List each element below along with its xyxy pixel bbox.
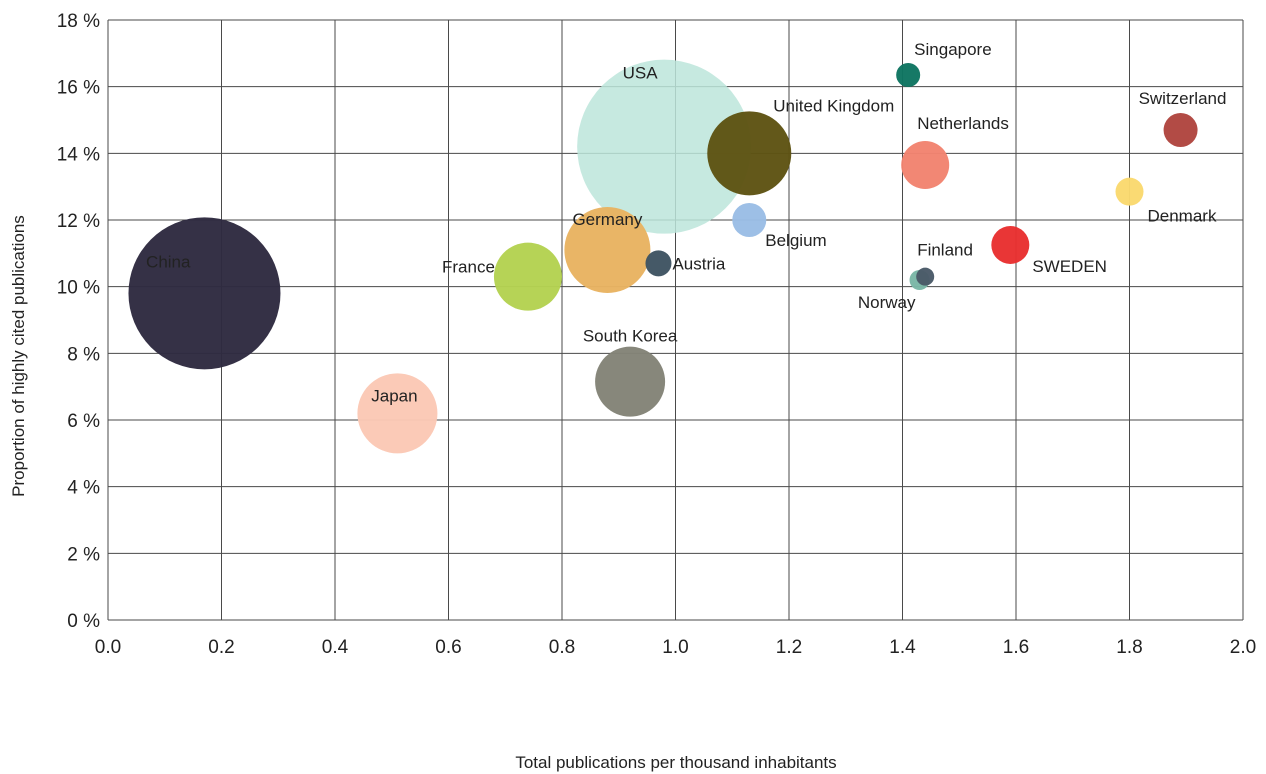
bubble-france[interactable]	[493, 242, 562, 311]
bubble-usa[interactable]	[577, 59, 752, 234]
label-austria: Austria	[672, 254, 725, 273]
x-tick-label: 0.2	[208, 637, 234, 658]
label-finland: Finland	[917, 241, 973, 260]
x-tick-label: 1.4	[889, 637, 916, 658]
x-tick-label: 2.0	[1230, 637, 1256, 658]
x-tick-label: 0.0	[95, 637, 121, 658]
x-tick-label: 0.4	[322, 637, 349, 658]
y-tick-label: 14 %	[57, 144, 100, 165]
bubble-china[interactable]	[128, 217, 281, 370]
bubble-united-kingdom[interactable]	[707, 111, 792, 196]
bubble-south-korea[interactable]	[595, 346, 666, 417]
y-tick-label: 8 %	[67, 344, 100, 365]
y-tick-label: 18 %	[57, 11, 100, 32]
x-tick-label: 1.8	[1116, 637, 1142, 658]
bubbles	[128, 59, 1198, 454]
bubble-labels: China Japan France South Korea Germany USA Aus…	[146, 40, 1226, 405]
label-china: China	[146, 252, 191, 271]
x-tick-label: 0.8	[549, 637, 575, 658]
y-tick-label: 6 %	[67, 411, 100, 432]
label-denmark: Denmark	[1148, 207, 1217, 226]
bubble-germany[interactable]	[564, 207, 651, 293]
y-tick-label: 12 %	[57, 211, 100, 232]
y-tick-label: 2 %	[67, 544, 100, 565]
label-belgium: Belgium	[765, 231, 826, 250]
x-tick-label: 0.6	[435, 637, 461, 658]
label-united-kingdom: United Kingdom	[773, 96, 894, 115]
y-tick-label: 0 %	[67, 611, 100, 632]
label-japan: Japan	[371, 386, 417, 405]
y-tick-label: 16 %	[57, 78, 100, 99]
y-axis-title: Proportion of highly cited publications	[9, 215, 28, 497]
label-norway: Norway	[858, 293, 916, 312]
x-tick-label: 1.0	[662, 637, 688, 658]
x-tick-label: 1.2	[776, 637, 802, 658]
bubble-belgium[interactable]	[732, 203, 767, 237]
x-axis-title: Total publications per thousand inhabita…	[515, 753, 836, 772]
bubble-finland[interactable]	[916, 267, 935, 286]
label-france: France	[442, 258, 495, 277]
label-sweden: SWEDEN	[1032, 257, 1107, 276]
bubble-switzerland[interactable]	[1163, 113, 1198, 147]
bubble-netherlands[interactable]	[901, 141, 950, 189]
x-tick-label: 1.6	[1003, 637, 1029, 658]
bubble-denmark[interactable]	[1115, 177, 1144, 206]
x-axis-ticks: 0.0 0.2 0.4 0.6 0.8 1.0 1.2 1.4 1.6 1.8 2.0	[95, 637, 1256, 658]
bubble-sweden[interactable]	[991, 226, 1030, 264]
y-tick-label: 4 %	[67, 478, 100, 499]
label-switzerland: Switzerland	[1139, 89, 1227, 108]
label-usa: USA	[623, 64, 659, 83]
label-germany: Germany	[572, 210, 642, 229]
y-tick-label: 10 %	[57, 278, 100, 299]
label-south-korea: South Korea	[583, 327, 678, 346]
bubble-singapore[interactable]	[896, 63, 921, 87]
y-axis-ticks: 0 % 2 % 4 % 6 % 8 % 10 % 12 % 14 % 16 % 18 %	[57, 11, 100, 632]
bubble-japan[interactable]	[357, 373, 438, 454]
bubble-austria[interactable]	[645, 250, 672, 277]
label-netherlands: Netherlands	[917, 114, 1009, 133]
label-singapore: Singapore	[914, 40, 992, 59]
